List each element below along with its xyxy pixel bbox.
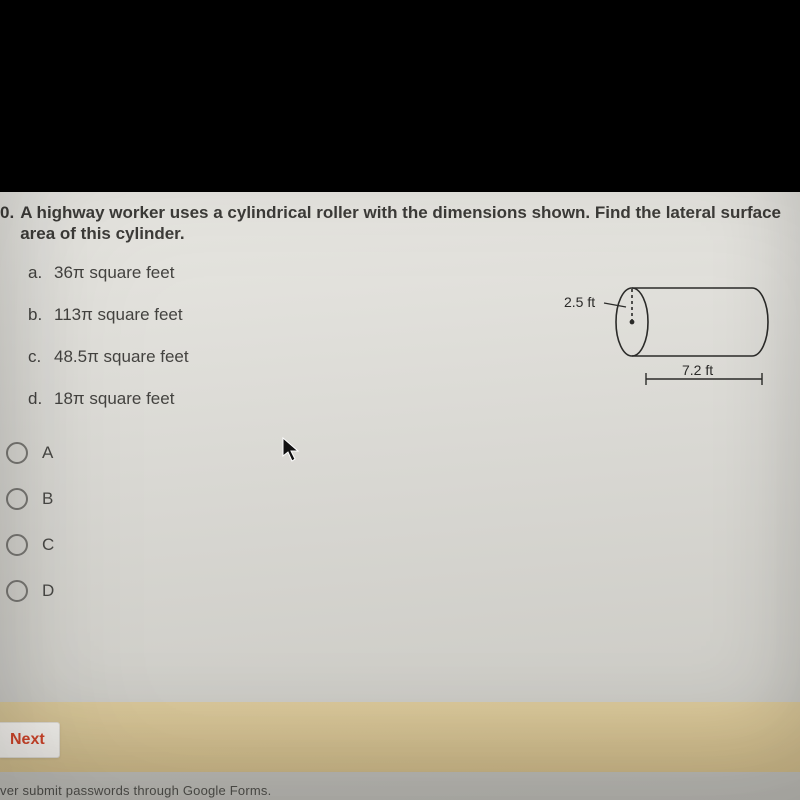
radius-label: 2.5 ft <box>564 294 595 310</box>
question-block: 0. A highway worker uses a cylindrical r… <box>0 192 800 602</box>
answer-options: a. 36π square feet b. 113π square feet c… <box>0 263 556 412</box>
radio-option-c[interactable]: C <box>6 534 786 556</box>
radio-option-a[interactable]: A <box>6 442 786 464</box>
worksheet-photo: 0. A highway worker uses a cylindrical r… <box>0 192 800 800</box>
option-d: d. 18π square feet <box>28 389 556 409</box>
radio-option-b[interactable]: B <box>6 488 786 510</box>
next-button[interactable]: Next <box>0 722 60 758</box>
option-c: c. 48.5π square feet <box>28 347 556 367</box>
footer-text: ver submit passwords through Google Form… <box>0 783 271 798</box>
question-body: A highway worker uses a cylindrical roll… <box>20 202 786 245</box>
radio-option-d[interactable]: D <box>6 580 786 602</box>
radio-circle-icon <box>6 488 28 510</box>
question-text: 0. A highway worker uses a cylindrical r… <box>0 202 786 245</box>
radio-group: A B C D <box>0 442 786 602</box>
highlight-band <box>0 702 800 772</box>
cylinder-figure: 2.5 ft 7.2 ft <box>556 263 786 412</box>
radio-circle-icon <box>6 534 28 556</box>
radio-circle-icon <box>6 442 28 464</box>
length-label: 7.2 ft <box>682 362 713 378</box>
radio-circle-icon <box>6 580 28 602</box>
option-b: b. 113π square feet <box>28 305 556 325</box>
option-a: a. 36π square feet <box>28 263 556 283</box>
question-number: 0. <box>0 202 14 223</box>
